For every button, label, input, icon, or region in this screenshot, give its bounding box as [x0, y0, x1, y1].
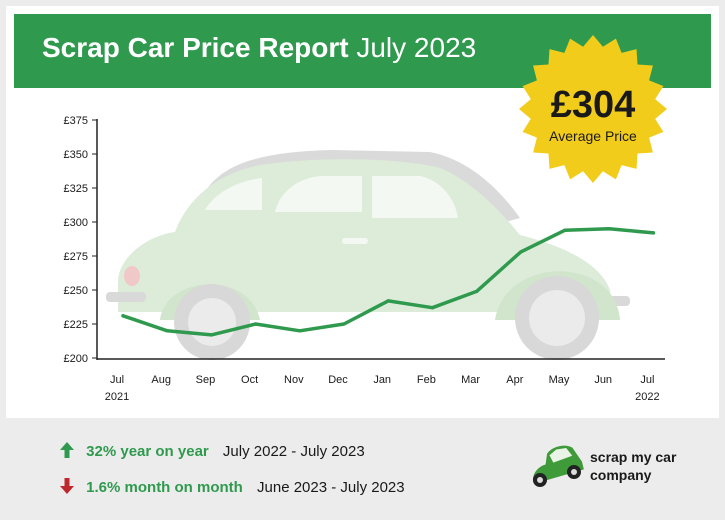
yoy-row: 32% year on year July 2022 - July 2023	[60, 442, 365, 460]
x-tick-year-label: 2021	[105, 391, 129, 403]
y-tick-label: £200	[64, 353, 88, 365]
logo-line-1: scrap my car	[590, 449, 677, 465]
arrow-up-icon	[60, 442, 74, 458]
x-tick-label: Jun	[594, 374, 612, 386]
data-point	[607, 227, 611, 231]
car-taillight	[124, 266, 140, 286]
price-chart: £375 £350 £325 £300 £275 £250 £225 £200 Jul 2021…	[64, 115, 665, 403]
y-tick-label: £325	[64, 183, 88, 195]
data-point	[342, 322, 346, 326]
x-tick-label: Aug	[151, 374, 171, 386]
car-door-handle	[342, 238, 368, 244]
y-tick-label: £275	[64, 251, 88, 263]
data-point	[298, 329, 302, 333]
x-tick-label: Sep	[196, 374, 216, 386]
price-badge	[519, 35, 667, 183]
y-tick-label: £250	[64, 285, 88, 297]
x-tick-label: Oct	[241, 374, 258, 386]
page-title: Scrap Car Price Report July 2023	[42, 32, 476, 64]
data-point	[165, 329, 169, 333]
series-group	[121, 227, 656, 337]
logo-line-2: company	[590, 467, 652, 483]
data-point	[563, 228, 567, 232]
x-tick-label: May	[549, 374, 570, 386]
y-tick-label: £300	[64, 217, 88, 229]
mom-range: June 2023 - July 2023	[257, 479, 405, 496]
data-point	[386, 299, 390, 303]
badge-starburst	[519, 35, 667, 183]
average-price-value: £304	[550, 84, 636, 126]
car-window-back	[372, 176, 458, 218]
data-point	[121, 314, 125, 318]
arrow-down-icon	[60, 478, 74, 494]
car-bumper-rear	[106, 292, 146, 302]
x-tick-label: Nov	[284, 374, 304, 386]
data-point	[475, 289, 479, 293]
car-hub-rear	[188, 298, 236, 346]
logo-text: scrap my car company	[590, 448, 676, 484]
yoy-percentage: 32% year on year	[86, 443, 209, 460]
x-tick-label: Dec	[328, 374, 348, 386]
y-ticks: £375 £350 £325 £300 £275 £250 £225 £200	[64, 115, 97, 365]
x-tick-label: Apr	[506, 374, 523, 386]
mom-percentage: 1.6% month on month	[86, 479, 243, 496]
title-bold: Scrap Car Price Report	[42, 32, 349, 63]
mom-row: 1.6% month on month June 2023 - July 202…	[60, 478, 405, 496]
data-point	[254, 322, 258, 326]
title-date: July 2023	[356, 32, 477, 63]
average-price-label: Average Price	[549, 128, 637, 144]
x-tick-label: Jan	[373, 374, 391, 386]
yoy-range: July 2022 - July 2023	[222, 443, 365, 460]
y-tick-label: £350	[64, 149, 88, 161]
data-point	[651, 231, 656, 235]
data-point	[209, 333, 213, 337]
car-illustration	[106, 150, 630, 360]
data-point	[519, 250, 523, 254]
x-ticks: Jul 2021 Aug Sep Oct Nov Dec Jan Feb Mar Apr May Jun…	[105, 374, 660, 403]
x-tick-year-label: 2022	[635, 391, 659, 403]
car-hub-front	[529, 290, 585, 346]
data-point	[430, 306, 434, 310]
x-tick-label: Jul	[640, 374, 654, 386]
green-car-icon	[532, 445, 584, 487]
car-window-rear	[205, 178, 262, 210]
car-window-front	[275, 176, 362, 212]
x-tick-label: Mar	[461, 374, 480, 386]
x-tick-label: Jul	[110, 374, 124, 386]
y-tick-label: £225	[64, 319, 88, 331]
x-tick-label: Feb	[417, 374, 436, 386]
y-tick-label: £375	[64, 115, 88, 127]
